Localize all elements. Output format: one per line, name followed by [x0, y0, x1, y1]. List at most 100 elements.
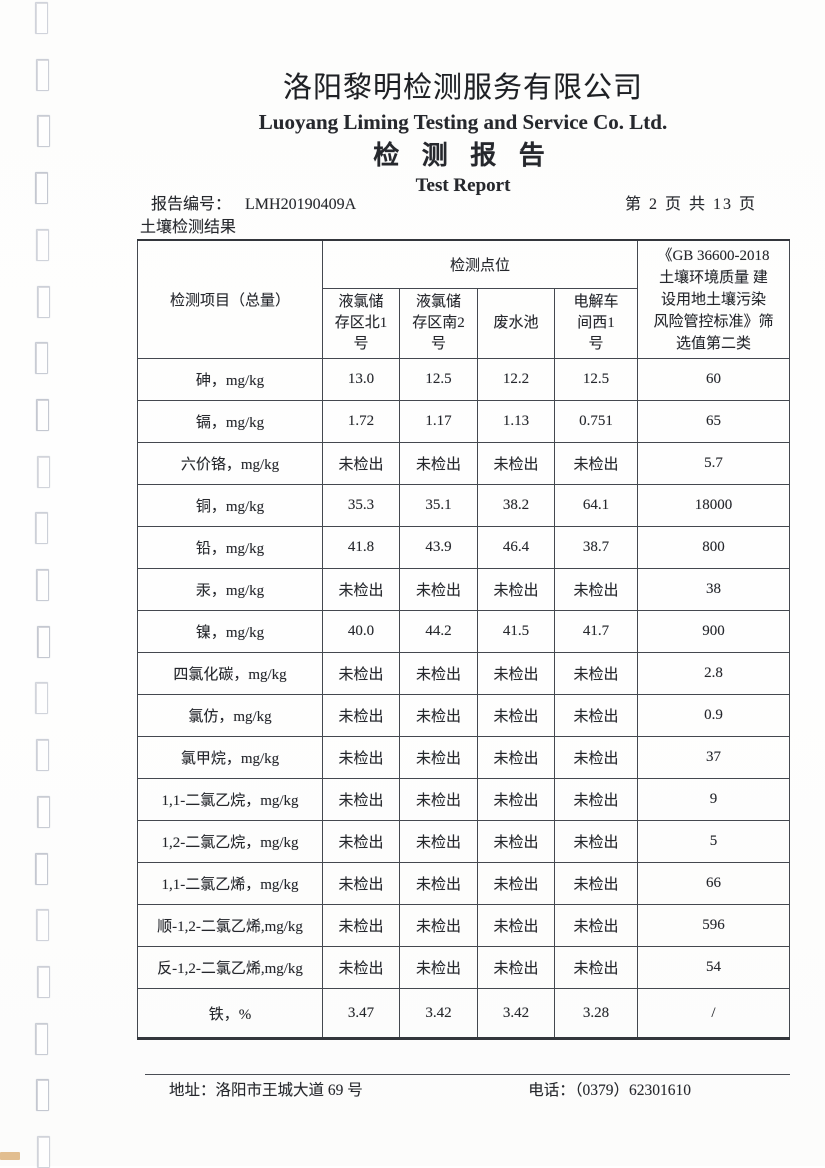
value-cell: 未检出: [553, 568, 639, 611]
value-cell: 未检出: [477, 568, 555, 611]
table-row: 反-1,2-二氯乙烯,mg/kg 未检出 未检出 未检出 未检出 54: [137, 946, 791, 989]
binding-hole: [37, 285, 50, 318]
table-row: 氯仿，mg/kg 未检出 未检出 未检出 未检出 0.9: [137, 694, 791, 737]
value-cell: 未检出: [553, 442, 639, 485]
report-number: 报告编号： LMH20190409A: [151, 194, 356, 216]
report-number-value: LMH20190409A: [245, 196, 357, 213]
item-cell: 1,1-二氯乙烷，mg/kg: [137, 778, 323, 821]
item-cell: 镉，mg/kg: [137, 400, 323, 443]
value-cell: 35.3: [322, 484, 400, 527]
item-cell: 1,2-二氯乙烷，mg/kg: [137, 820, 323, 863]
phone: 电话：（0379）62301610: [528, 1080, 691, 1101]
value-cell: 未检出: [322, 946, 400, 989]
item-cell: 四氯化碳，mg/kg: [137, 652, 323, 695]
page-footer: 地址：洛阳市王城大道 69 号 电话：（0379）62301610: [145, 1074, 791, 1101]
value-cell: 3.42: [477, 988, 555, 1039]
table-row: 氯甲烷，mg/kg 未检出 未检出 未检出 未检出 37: [137, 736, 791, 779]
value-cell: 12.5: [553, 358, 639, 401]
value-cell: 38.7: [553, 526, 639, 569]
limit-cell: 900: [637, 610, 791, 653]
table-row: 四氯化碳，mg/kg 未检出 未检出 未检出 未检出 2.8: [137, 652, 791, 695]
binding-hole: [35, 512, 48, 545]
item-cell: 氯甲烷，mg/kg: [137, 736, 323, 779]
value-cell: 12.5: [399, 358, 478, 401]
limit-cell: 0.9: [637, 694, 791, 737]
value-cell: 未检出: [477, 694, 555, 737]
binding-hole: [37, 1136, 50, 1168]
value-cell: 未检出: [399, 442, 478, 485]
binding-hole: [35, 1022, 48, 1055]
col-header-points: 检测点位: [321, 239, 639, 289]
value-cell: 未检出: [399, 736, 478, 779]
item-cell: 反-1,2-二氯乙烯,mg/kg: [137, 946, 323, 989]
limit-cell: 37: [637, 736, 791, 779]
address-label: 地址：: [169, 1082, 216, 1099]
value-cell: 未检出: [399, 904, 478, 947]
value-cell: 未检出: [399, 820, 478, 863]
value-cell: 38.2: [477, 484, 555, 527]
binding-hole: [36, 228, 49, 261]
address: 地址：洛阳市王城大道 69 号: [169, 1080, 363, 1101]
section-title: 土壤检测结果: [140, 219, 237, 236]
table-row: 六价铬，mg/kg 未检出 未检出 未检出 未检出 5.7: [137, 442, 791, 485]
results-table: 检测项目（总量） 检测点位 《GB 36600-2018 土壤环境质量 建 设用…: [137, 239, 791, 1040]
item-cell: 六价铬，mg/kg: [137, 442, 323, 485]
item-cell: 顺-1,2-二氯乙烯,mg/kg: [137, 904, 323, 947]
table-row: 1,1-二氯乙烯，mg/kg 未检出 未检出 未检出 未检出 66: [137, 862, 791, 905]
value-cell: 未检出: [399, 568, 478, 611]
limit-cell: 18000: [637, 484, 791, 527]
value-cell: 未检出: [553, 736, 639, 779]
value-cell: 未检出: [477, 778, 555, 821]
value-cell: 未检出: [477, 946, 555, 989]
item-cell: 砷，mg/kg: [137, 358, 323, 401]
value-cell: 未检出: [322, 694, 400, 737]
limit-cell: 54: [637, 946, 791, 989]
table-row: 砷，mg/kg 13.0 12.5 12.2 12.5 60: [137, 358, 791, 401]
value-cell: 41.5: [477, 610, 555, 653]
value-cell: 未检出: [477, 904, 555, 947]
value-cell: 未检出: [477, 820, 555, 863]
col-header-point-4: 电解车 间西1 号: [553, 288, 639, 359]
value-cell: 未检出: [322, 904, 400, 947]
value-cell: 未检出: [322, 862, 400, 905]
value-cell: 3.42: [399, 988, 478, 1039]
binding-hole: [36, 569, 49, 601]
value-cell: 35.1: [399, 484, 478, 527]
value-cell: 未检出: [399, 862, 478, 905]
value-cell: 0.751: [553, 400, 639, 443]
limit-cell: 5.7: [637, 442, 791, 485]
phone-label: 电话：: [528, 1082, 575, 1099]
table-row: 铜，mg/kg 35.3 35.1 38.2 64.1 18000: [137, 484, 791, 527]
table-row: 镍，mg/kg 40.0 44.2 41.5 41.7 900: [137, 610, 791, 653]
binding-hole: [37, 625, 50, 658]
company-name-en: Luoyang Liming Testing and Service Co. L…: [258, 110, 668, 134]
binding-hole: [37, 795, 50, 828]
value-cell: 13.0: [322, 358, 400, 401]
binding-hole: [37, 115, 50, 148]
value-cell: 未检出: [553, 820, 639, 863]
limit-cell: 5: [637, 820, 791, 863]
col-header-item: 检测项目（总量）: [137, 239, 323, 359]
col-header-point-1: 液氯储 存区北1 号: [322, 288, 400, 359]
value-cell: 12.2: [477, 358, 555, 401]
value-cell: 未检出: [322, 820, 400, 863]
phone-value: （0379）62301610: [574, 1082, 691, 1099]
limit-cell: 65: [637, 400, 791, 443]
limit-cell: 60: [637, 358, 791, 401]
table-row: 铅，mg/kg 41.8 43.9 46.4 38.7 800: [137, 526, 791, 569]
table-row: 1,2-二氯乙烷，mg/kg 未检出 未检出 未检出 未检出 5: [137, 820, 791, 863]
value-cell: 未检出: [477, 862, 555, 905]
table-row: 汞，mg/kg 未检出 未检出 未检出 未检出 38: [137, 568, 791, 611]
value-cell: 1.13: [477, 400, 555, 443]
binding-hole: [35, 172, 48, 205]
binding-hole: [36, 398, 49, 431]
limit-cell: 38: [637, 568, 791, 611]
limit-cell: 2.8: [637, 652, 791, 695]
value-cell: 未检出: [553, 904, 639, 947]
value-cell: 未检出: [322, 736, 400, 779]
col-header-standard: 《GB 36600-2018 土壤环境质量 建 设用地土壤污染 风险管控标准》筛…: [637, 239, 791, 359]
binding-hole: [36, 1079, 49, 1112]
col-header-point-3: 废水池: [477, 288, 555, 359]
value-cell: 未检出: [553, 652, 639, 695]
